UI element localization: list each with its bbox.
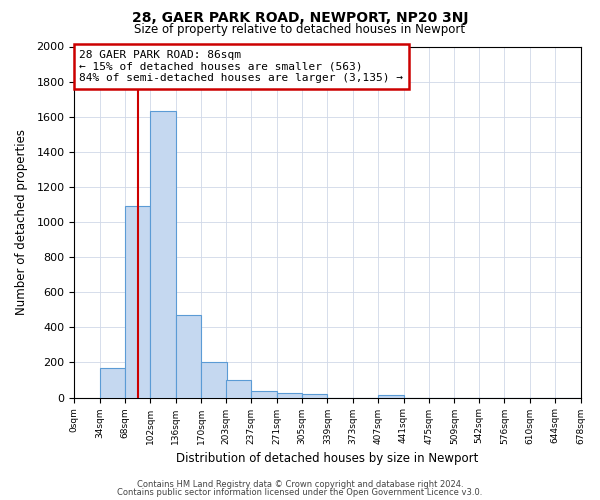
- Y-axis label: Number of detached properties: Number of detached properties: [15, 129, 28, 315]
- Bar: [176, 315, 201, 398]
- Bar: [100, 368, 125, 398]
- Bar: [251, 390, 277, 398]
- Text: Contains HM Land Registry data © Crown copyright and database right 2024.: Contains HM Land Registry data © Crown c…: [137, 480, 463, 489]
- Bar: [302, 394, 328, 398]
- Text: 28 GAER PARK ROAD: 86sqm
← 15% of detached houses are smaller (563)
84% of semi-: 28 GAER PARK ROAD: 86sqm ← 15% of detach…: [79, 50, 403, 83]
- Bar: [378, 395, 404, 398]
- Text: 28, GAER PARK ROAD, NEWPORT, NP20 3NJ: 28, GAER PARK ROAD, NEWPORT, NP20 3NJ: [132, 11, 468, 25]
- Bar: [277, 393, 302, 398]
- X-axis label: Distribution of detached houses by size in Newport: Distribution of detached houses by size …: [176, 452, 479, 465]
- Bar: [226, 380, 251, 398]
- Bar: [151, 112, 176, 398]
- Bar: [125, 206, 151, 398]
- Text: Size of property relative to detached houses in Newport: Size of property relative to detached ho…: [134, 22, 466, 36]
- Text: Contains public sector information licensed under the Open Government Licence v3: Contains public sector information licen…: [118, 488, 482, 497]
- Bar: [201, 362, 227, 398]
